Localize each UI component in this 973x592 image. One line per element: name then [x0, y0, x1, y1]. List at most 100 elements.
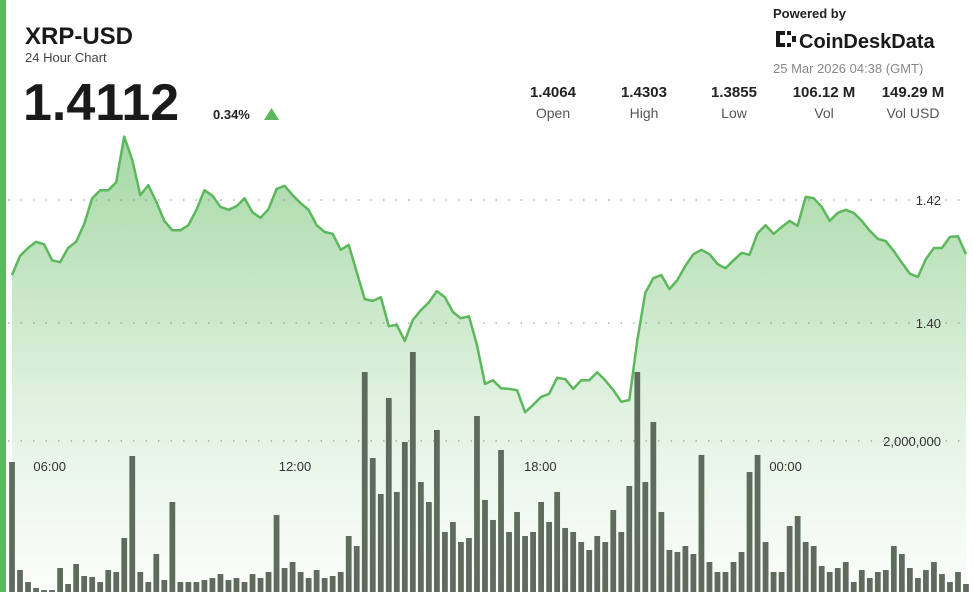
- bar-layer: [9, 351, 969, 592]
- x-tick-label: 06:00: [33, 459, 66, 474]
- price-line: [10, 135, 968, 414]
- volume-bar: [882, 570, 889, 592]
- volume-bar: [562, 527, 569, 592]
- y2-tick-label: 2,000,000: [883, 434, 941, 449]
- volume-bar: [866, 578, 873, 592]
- volume-bar: [955, 571, 961, 592]
- volume-bar: [217, 574, 224, 592]
- chart-title: XRP-USD: [25, 23, 133, 50]
- label-layer: 1.40 1.42 2,000,000 06:00 12:00 18:00 00:00: [33, 193, 941, 474]
- volume-bar: [850, 582, 857, 592]
- volume-bar: [714, 571, 721, 592]
- stat-value: 149.29 M: [882, 84, 945, 101]
- volume-bar: [794, 515, 801, 592]
- volume-bar: [650, 421, 657, 592]
- volume-bar: [498, 449, 504, 592]
- stat-label: Vol USD: [887, 105, 940, 121]
- volume-bar: [201, 579, 208, 592]
- volume-bar: [514, 511, 520, 592]
- volume-bar: [177, 582, 184, 592]
- volume-bar: [57, 567, 63, 592]
- volume-bar: [530, 531, 536, 592]
- x-tick-label: 12:00: [279, 459, 312, 474]
- volume-bar: [466, 538, 472, 592]
- current-price: 1.4112: [23, 74, 179, 132]
- price-area: [12, 136, 966, 592]
- volume-bar: [770, 571, 777, 592]
- volume-bar: [337, 571, 344, 592]
- volume-bar: [169, 502, 176, 592]
- volume-bar: [947, 582, 953, 592]
- accent-bar: [0, 0, 6, 592]
- volume-bar: [33, 587, 39, 592]
- volume-bar: [113, 571, 120, 592]
- volume-bar: [674, 551, 681, 592]
- volume-bar: [746, 472, 753, 592]
- volume-bar: [137, 571, 144, 592]
- volume-bar: [522, 535, 528, 592]
- volume-bar: [594, 535, 601, 592]
- volume-bar: [682, 546, 689, 592]
- volume-bar: [570, 531, 577, 592]
- volume-bar: [434, 429, 440, 592]
- volume-bar: [818, 566, 825, 592]
- volume-bar: [321, 578, 328, 592]
- volume-bar: [161, 579, 168, 592]
- brand-logo: [776, 31, 796, 47]
- area-layer: [12, 136, 966, 592]
- volume-bar: [105, 570, 112, 592]
- volume-bar: [890, 546, 897, 592]
- y-tick-label: 1.40: [916, 316, 941, 331]
- stat-label: High: [630, 105, 659, 121]
- volume-bar: [810, 546, 817, 592]
- volume-bar: [393, 491, 400, 592]
- line-layer: [10, 135, 968, 414]
- volume-bar: [329, 575, 336, 592]
- volume-bar: [786, 526, 793, 592]
- volume-bar: [826, 571, 833, 592]
- volume-bar: [898, 554, 905, 592]
- stat-value: 1.4064: [530, 84, 577, 101]
- volume-bar: [626, 485, 633, 592]
- volume-bar: [602, 542, 609, 592]
- volume-bar: [121, 538, 128, 592]
- up-arrow: [264, 108, 279, 120]
- volume-bar: [554, 491, 561, 592]
- volume-bar: [225, 579, 232, 592]
- powered-by: Powered by: [773, 6, 847, 21]
- volume-bar: [762, 542, 769, 592]
- volume-bar: [89, 576, 96, 592]
- x-tick-label: 00:00: [769, 459, 802, 474]
- volume-bar: [698, 454, 705, 592]
- volume-bar: [265, 571, 272, 592]
- volume-bar: [706, 562, 713, 592]
- volume-bar: [185, 582, 192, 592]
- volume-bar: [129, 456, 136, 592]
- volume-bar: [281, 567, 288, 592]
- volume-bar: [41, 590, 47, 592]
- volume-bar: [425, 502, 432, 592]
- volume-bar: [442, 531, 448, 592]
- volume-bar: [209, 578, 216, 592]
- volume-bar: [754, 454, 761, 592]
- volume-bar: [506, 531, 512, 592]
- volume-bar: [642, 481, 649, 592]
- chart-subtitle: 24 Hour Chart: [25, 50, 107, 65]
- timestamp: 25 Mar 2026 04:38 (GMT): [773, 61, 923, 76]
- volume-bar: [538, 502, 544, 592]
- volume-bar: [273, 514, 280, 592]
- volume-bar: [939, 574, 945, 592]
- price-change: 0.34%: [213, 107, 250, 122]
- volume-bar: [634, 371, 641, 592]
- volume-bar: [25, 582, 31, 592]
- brand-name: CoinDeskData: [799, 31, 935, 53]
- volume-bar: [345, 535, 352, 592]
- volume-bar: [417, 481, 424, 592]
- volume-bar: [915, 578, 921, 592]
- volume-bar: [618, 531, 625, 592]
- volume-bar: [153, 554, 160, 592]
- volume-bar: [802, 542, 809, 592]
- volume-bar: [610, 510, 617, 592]
